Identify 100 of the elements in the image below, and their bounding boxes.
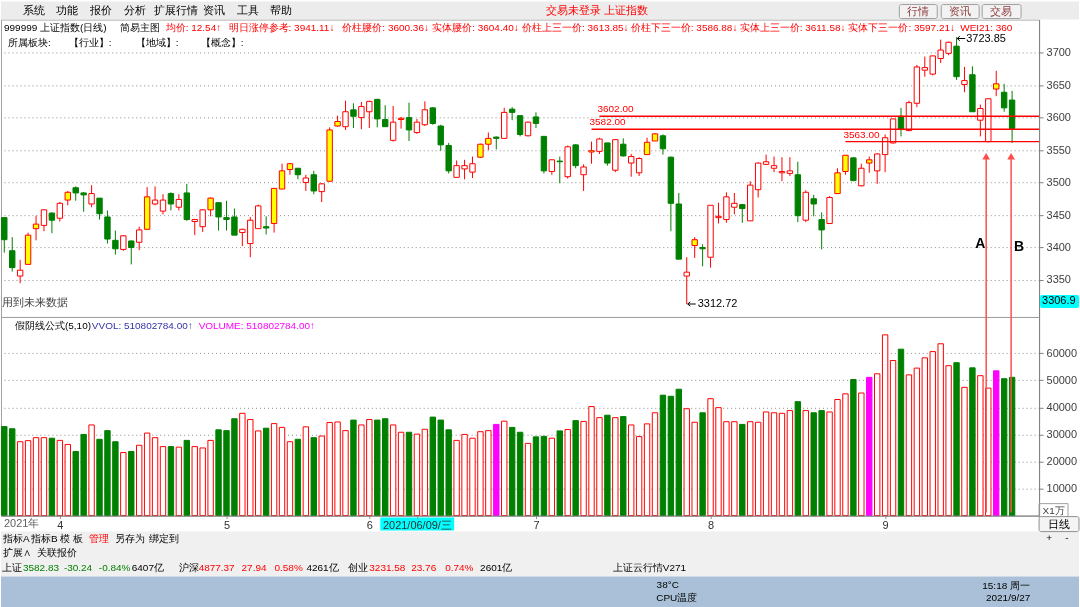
text: - [1065,531,1069,543]
candlestick [699,243,706,267]
candlestick [389,105,397,143]
text: 2601亿 [480,561,513,573]
bar [151,437,159,517]
bar [183,439,191,517]
candlestick [16,259,24,284]
text: 分析 [123,3,146,16]
annotation: 3312.72 [697,297,738,309]
bar [310,437,317,517]
candlestick [850,156,857,182]
text: -30.24 [63,561,93,573]
text: 模 板 [59,532,83,544]
bar [659,394,667,517]
bar [572,420,579,517]
bar [32,437,40,517]
candlestick [961,66,968,93]
bar [262,427,270,517]
text: 日线 [1048,517,1071,530]
candlestick [262,215,270,235]
candlestick [604,142,611,167]
annotation: 实体腰价: 3604.40↓ [432,21,519,33]
y-tick-label: 3600 [1046,111,1071,124]
series-label: 3582.00 [589,116,627,128]
annotation: 均价: 12.54↑ [164,21,222,33]
bar [651,412,659,517]
candlestick [421,100,429,127]
bar [128,450,135,517]
candlestick [40,208,48,232]
bar [540,435,548,517]
bar [556,430,563,517]
bar [524,442,532,517]
x-tick-label: 9 [882,519,889,532]
annotation: 【地域】: [135,37,179,49]
bar [405,431,413,517]
series-label: 3563.00 [843,128,880,140]
text: 6407亿 [131,561,164,573]
bar [88,424,95,517]
y-tick-label: 30000 [1046,427,1078,440]
bar [858,392,865,517]
bar [120,452,127,517]
bar [564,429,571,517]
annotation: 价柱腰价: 3600.36↓ [341,21,429,33]
annotation: 实体上三一价: 3611.58↓ [739,21,846,33]
x-tick-label: 2021/06/09/三 [382,519,452,532]
annotation: A [975,235,986,252]
candlestick [516,115,524,137]
annotation: 【行业】: [68,37,112,49]
candlestick [32,215,40,241]
x-tick-label: 6 [366,519,373,532]
candlestick [691,236,698,259]
bar [501,420,508,517]
annotation: 价柱下三一价: 3586.88↓ [629,21,738,33]
y-tick-label: 3350 [1046,273,1071,286]
bar [612,417,619,517]
text: 指标A [1,532,30,544]
text: 15:18 周一 [982,580,1030,592]
candlestick [683,256,690,305]
candlestick [167,191,175,211]
y-tick-label: 3450 [1046,208,1071,221]
candlestick [9,236,16,273]
bar [850,378,857,517]
y-tick-label: 20000 [1046,454,1078,467]
candlestick [350,102,357,129]
candlestick [834,167,841,195]
bar [175,446,183,517]
annotation: 【概念】: [200,37,244,49]
bar [897,348,905,517]
bar [548,437,556,517]
text: 报价 [88,3,112,16]
y-tick-label: 60000 [1046,346,1078,359]
text: 系统 [22,3,45,16]
text: + [1046,531,1053,543]
y-tick-label: 3650 [1046,78,1071,91]
candlestick [659,133,667,156]
bar [40,437,48,517]
text: 功能 [55,3,78,16]
bar [699,412,706,517]
candlestick [620,137,627,158]
bar [794,401,802,517]
x-tick-label: 7 [533,519,540,532]
annotation: 实体下三一价: 3597.21↓ [848,21,955,33]
annotation: 简易主图 [119,21,160,33]
bar [866,376,873,517]
candlestick [818,211,825,250]
bar [48,437,56,517]
y-tick-label: 3550 [1046,143,1071,156]
bar [969,367,976,517]
candlestick [310,170,317,195]
text: 交易 [990,4,1013,17]
text: 沪深 [178,561,199,573]
candlestick [405,102,413,142]
text: 另存为 [114,532,145,544]
candlestick [104,209,111,245]
candlestick [770,156,778,173]
annotation: VVOL: 510802784.00↑ [91,319,193,331]
bar [961,386,968,517]
bar [302,426,310,517]
bar [532,436,540,517]
annotation: WEI21: 360 [960,21,1013,33]
